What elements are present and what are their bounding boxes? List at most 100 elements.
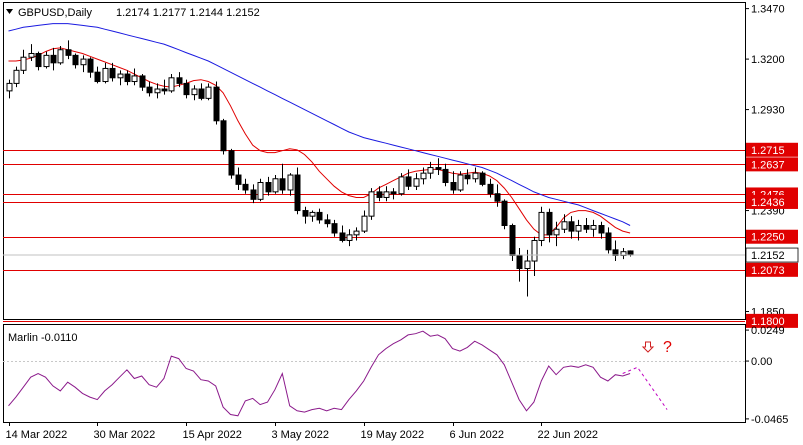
candle-body[interactable] <box>309 211 316 217</box>
candle-body[interactable] <box>590 225 597 230</box>
candle-body[interactable] <box>94 71 101 83</box>
candle-body[interactable] <box>516 254 523 270</box>
candle-body[interactable] <box>457 174 464 191</box>
candle-body[interactable] <box>361 215 368 232</box>
candle-body[interactable] <box>501 200 508 227</box>
candle-body[interactable] <box>80 58 87 66</box>
candle-body[interactable] <box>176 77 183 84</box>
candle-body[interactable] <box>139 75 146 88</box>
candle-body[interactable] <box>28 52 35 58</box>
candlesticks <box>6 40 634 297</box>
candle-body[interactable] <box>398 176 405 195</box>
candle-body[interactable] <box>427 167 434 174</box>
candle-body[interactable] <box>87 58 94 73</box>
candle-body[interactable] <box>302 210 309 217</box>
candle-body[interactable] <box>538 211 545 241</box>
candle-body[interactable] <box>568 221 575 232</box>
level-price-box <box>746 262 798 277</box>
candle-body[interactable] <box>183 82 190 96</box>
candle-body[interactable] <box>575 225 582 232</box>
candle-body[interactable] <box>57 49 64 64</box>
candle-body[interactable] <box>605 232 612 251</box>
candle-body[interactable] <box>168 77 175 92</box>
candle-body[interactable] <box>6 82 13 92</box>
candle-body[interactable] <box>561 221 568 230</box>
candle-body[interactable] <box>420 172 427 180</box>
forecast-line <box>622 366 668 410</box>
indicator-pane[interactable] <box>3 324 746 423</box>
price-axis: 1.34701.32001.29301.23901.18501.27151.26… <box>3 4 799 328</box>
price-tick-label: 1.3200 <box>751 54 785 66</box>
candle-body[interactable] <box>339 232 346 241</box>
candle-body[interactable] <box>109 67 116 79</box>
candle-body[interactable] <box>279 178 286 191</box>
candle-body[interactable] <box>50 54 57 64</box>
candle-body[interactable] <box>487 183 494 195</box>
candle-body[interactable] <box>228 150 235 176</box>
candle-body[interactable] <box>413 178 420 187</box>
candle-body[interactable] <box>272 178 279 193</box>
candle-body[interactable] <box>117 73 124 79</box>
candle-body[interactable] <box>479 172 486 185</box>
candle-body[interactable] <box>524 260 531 270</box>
candle-body[interactable] <box>235 174 242 185</box>
candle-body[interactable] <box>294 174 301 212</box>
candle-body[interactable] <box>435 167 442 170</box>
time-tick-label: 22 Jun 2022 <box>538 429 599 441</box>
candle-body[interactable] <box>250 189 257 200</box>
candle-body[interactable] <box>546 211 553 236</box>
candle-body[interactable] <box>198 88 205 99</box>
candle-body[interactable] <box>368 191 375 217</box>
candle-body[interactable] <box>287 174 294 191</box>
candle-body[interactable] <box>65 49 72 56</box>
candle-body[interactable] <box>383 191 390 198</box>
level-price-label: 1.2073 <box>751 265 785 277</box>
candle-body[interactable] <box>324 219 331 225</box>
candle-body[interactable] <box>124 73 131 83</box>
candle-body[interactable] <box>205 86 212 99</box>
level-price-label: 1.2436 <box>751 197 785 209</box>
candle-body[interactable] <box>242 183 249 191</box>
candle-body[interactable] <box>146 86 153 94</box>
candle-body[interactable] <box>316 211 323 221</box>
time-tick-label: 15 Apr 2022 <box>183 429 242 441</box>
candle-body[interactable] <box>509 225 516 256</box>
candle-body[interactable] <box>13 69 20 84</box>
candle-body[interactable] <box>553 228 560 236</box>
candle-body[interactable] <box>43 54 50 68</box>
question-mark: ? <box>663 339 672 356</box>
candle-body[interactable] <box>494 193 501 202</box>
candle-body[interactable] <box>265 182 272 193</box>
candle-body[interactable] <box>35 52 42 68</box>
candle-body[interactable] <box>598 225 605 234</box>
candle-body[interactable] <box>627 250 634 256</box>
level-price-label: 1.1800 <box>751 316 785 328</box>
candle-body[interactable] <box>583 225 590 230</box>
candle-body[interactable] <box>376 191 383 198</box>
candle-body[interactable] <box>450 182 457 191</box>
candle-body[interactable] <box>20 56 27 71</box>
current-price-label: 1.2152 <box>751 250 785 262</box>
level-price-label: 1.2637 <box>751 159 785 171</box>
price-pane[interactable] <box>3 2 746 320</box>
candle-body[interactable] <box>220 120 227 152</box>
down-arrow-icon <box>641 341 655 353</box>
candle-body[interactable] <box>531 239 538 262</box>
candle-body[interactable] <box>102 67 109 83</box>
candle-body[interactable] <box>353 230 360 236</box>
candle-body[interactable] <box>346 234 353 241</box>
candle-body[interactable] <box>191 88 198 96</box>
candle-body[interactable] <box>464 174 471 180</box>
candle-body[interactable] <box>390 191 397 195</box>
symbol-dropdown-icon[interactable] <box>6 9 13 14</box>
candle-body[interactable] <box>405 176 412 187</box>
candle-body[interactable] <box>257 182 264 200</box>
candle-body[interactable] <box>331 223 338 234</box>
candle-body[interactable] <box>442 168 449 184</box>
candle-body[interactable] <box>72 54 79 66</box>
candle-body[interactable] <box>131 75 138 83</box>
candle-body[interactable] <box>161 88 168 92</box>
candle-body[interactable] <box>472 172 479 180</box>
candle-body[interactable] <box>154 88 161 94</box>
candle-body[interactable] <box>213 86 220 122</box>
